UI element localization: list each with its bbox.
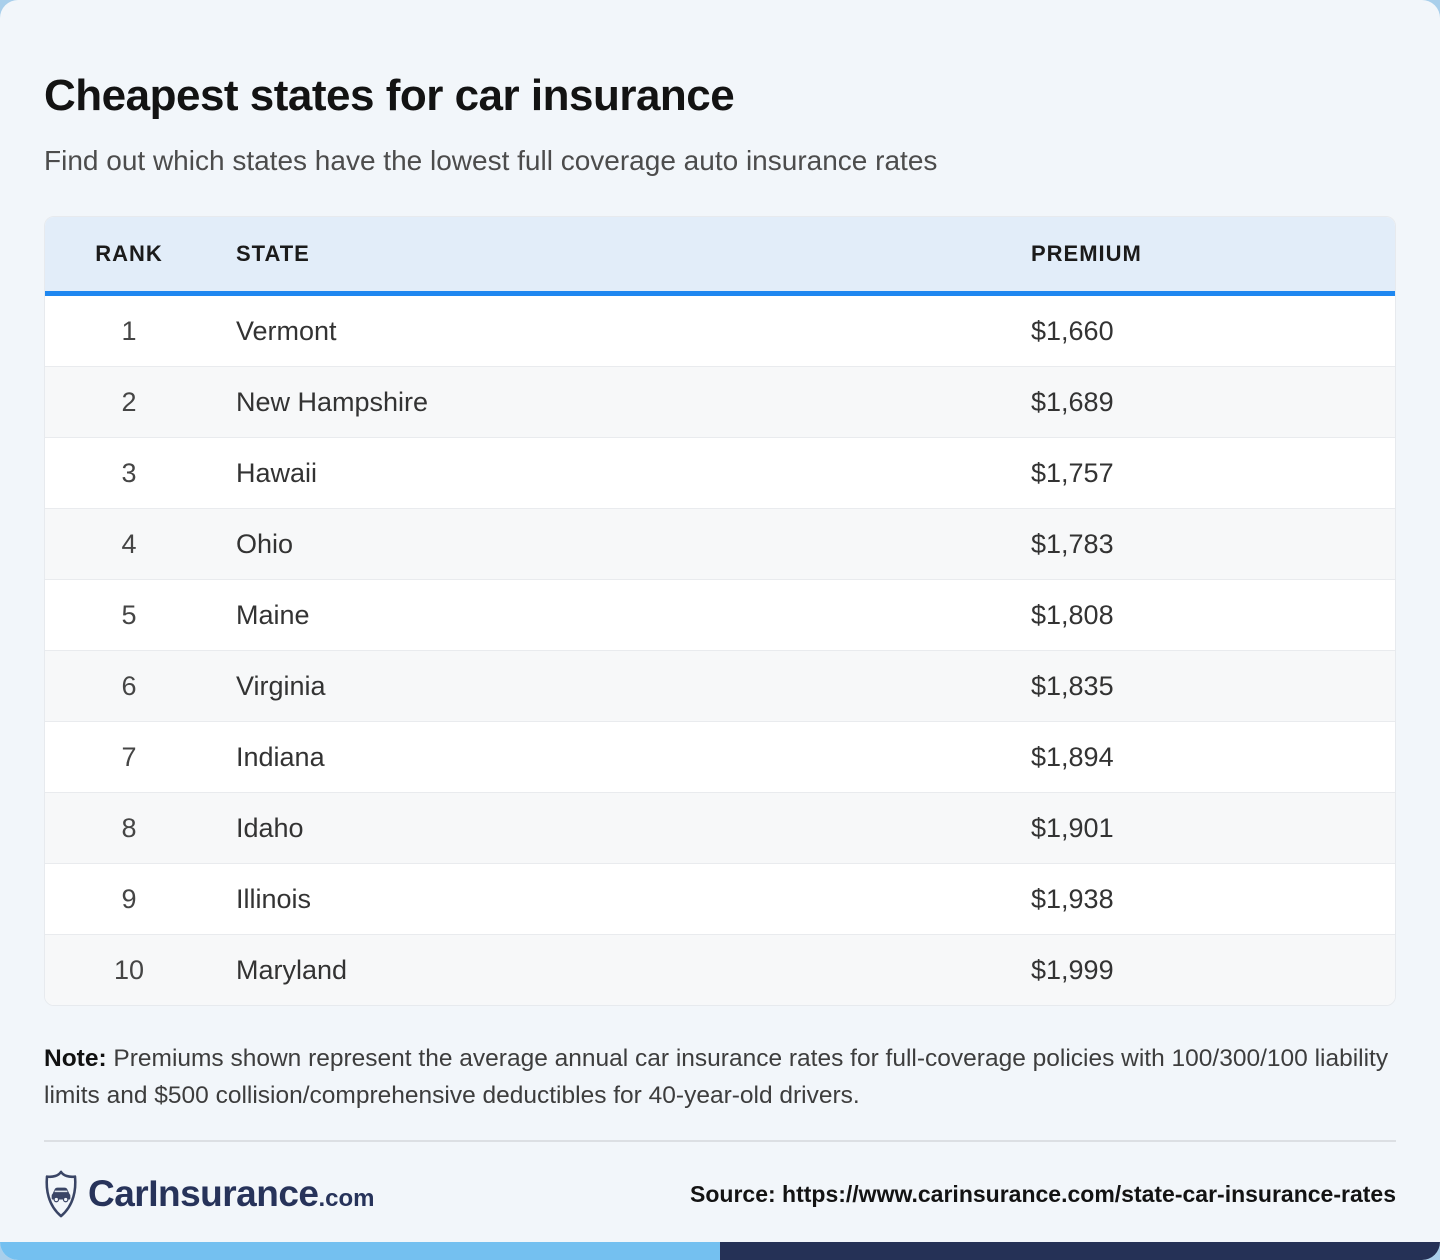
bottom-accent-bar — [0, 1242, 1440, 1260]
source-attribution: Source: https://www.carinsurance.com/sta… — [690, 1180, 1396, 1207]
brand-logo: CarInsurance .com — [44, 1168, 375, 1220]
table-row: 7 Indiana $1,894 — [45, 722, 1395, 793]
shield-car-icon — [45, 1170, 77, 1218]
table-row: 3 Hawaii $1,757 — [45, 438, 1395, 509]
accent-bar-light — [0, 1242, 720, 1260]
state-cell: Ohio — [236, 528, 294, 559]
premium-cell: $1,938 — [1031, 883, 1114, 914]
rank-cell: 2 — [121, 386, 137, 417]
rank-cell: 9 — [121, 883, 137, 914]
page-subtitle: Find out which states have the lowest fu… — [44, 145, 938, 176]
state-cell: Hawaii — [236, 457, 318, 488]
premium-cell: $1,999 — [1031, 954, 1114, 985]
accent-bar-dark — [720, 1242, 1440, 1260]
rates-table: RANK STATE PREMIUM 1 Vermont $1,660 2 Ne… — [44, 216, 1396, 1006]
page-title: Cheapest states for car insurance — [44, 71, 735, 120]
state-cell: Virginia — [236, 670, 326, 701]
rank-cell: 6 — [121, 670, 137, 701]
state-cell: Idaho — [236, 812, 304, 843]
premium-cell: $1,757 — [1031, 457, 1114, 488]
table-row: 4 Ohio $1,783 — [45, 509, 1395, 580]
table-row: 1 Vermont $1,660 — [45, 296, 1395, 367]
state-cell: Maryland — [236, 954, 348, 985]
column-header-state: STATE — [236, 241, 310, 266]
state-cell: Indiana — [236, 741, 325, 772]
premium-cell: $1,835 — [1031, 670, 1114, 701]
rank-cell: 4 — [121, 528, 137, 559]
column-header-rank: RANK — [95, 241, 163, 266]
footnote-label: Note: — [44, 1045, 107, 1072]
table-row: 6 Virginia $1,835 — [45, 651, 1395, 722]
table-body: 1 Vermont $1,660 2 New Hampshire $1,689 … — [45, 296, 1395, 1005]
footer: CarInsurance .com Source: https://www.car… — [44, 1142, 1396, 1246]
rank-cell: 10 — [113, 954, 145, 985]
table-row: 9 Illinois $1,938 — [45, 864, 1395, 935]
premium-cell: $1,689 — [1031, 386, 1114, 417]
table-row: 8 Idaho $1,901 — [45, 793, 1395, 864]
state-cell: New Hampshire — [236, 386, 429, 417]
rank-cell: 7 — [121, 741, 137, 772]
table-header-row: RANK STATE PREMIUM — [45, 217, 1395, 296]
rank-cell: 1 — [121, 315, 137, 346]
rank-cell: 8 — [121, 812, 137, 843]
premium-cell: $1,901 — [1031, 812, 1114, 843]
table-row: 2 New Hampshire $1,689 — [45, 367, 1395, 438]
table-row: 5 Maine $1,808 — [45, 580, 1395, 651]
rank-cell: 3 — [121, 457, 137, 488]
rank-cell: 5 — [121, 599, 137, 630]
state-cell: Maine — [236, 599, 310, 630]
table-row: 10 Maryland $1,999 — [45, 935, 1395, 1005]
premium-cell: $1,808 — [1031, 599, 1114, 630]
premium-cell: $1,783 — [1031, 528, 1114, 559]
state-cell: Vermont — [236, 315, 337, 346]
brand-wordmark: CarInsurance .com — [88, 1173, 375, 1215]
brand-name: CarInsurance — [88, 1173, 319, 1214]
brand-suffix: .com — [318, 1185, 375, 1212]
footnote-text: Premiums shown represent the average ann… — [44, 1045, 1389, 1109]
premium-cell: $1,660 — [1031, 315, 1114, 346]
premium-cell: $1,894 — [1031, 741, 1114, 772]
footnote: Note: Premiums shown represent the avera… — [44, 1040, 1396, 1114]
state-cell: Illinois — [236, 883, 312, 914]
column-header-premium: PREMIUM — [1031, 241, 1142, 266]
footer-divider — [44, 1140, 1396, 1142]
